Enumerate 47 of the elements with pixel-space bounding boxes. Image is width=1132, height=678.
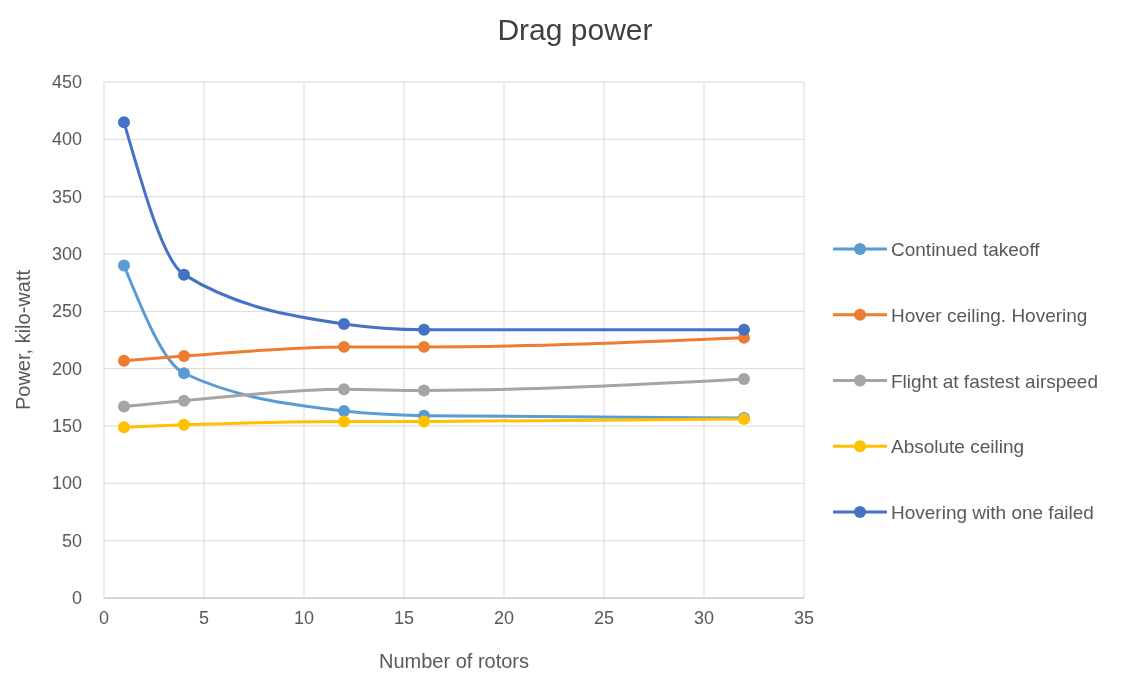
point (178, 350, 190, 363)
x-tick-label: 5 (198, 608, 210, 628)
x-tick-label: 35 (793, 608, 815, 628)
legend-label: Continued takeoff (891, 239, 1041, 260)
y-tick-label: 400 (51, 129, 82, 150)
legend-label: Hovering with one failed (891, 502, 1094, 523)
point (338, 415, 350, 428)
y-tick-label: 0 (71, 588, 82, 608)
point (418, 415, 430, 428)
x-tick-label: 25 (593, 608, 615, 628)
point (178, 367, 190, 380)
legend-label: Flight at fastest airspeed (891, 370, 1098, 392)
x-tick-label: 20 (493, 608, 515, 628)
y-tick-label: 450 (51, 72, 82, 92)
point (118, 116, 130, 129)
point (338, 317, 350, 330)
point (178, 418, 190, 431)
point (738, 372, 750, 385)
y-tick-label: 300 (51, 244, 82, 264)
point (338, 383, 350, 396)
point (738, 323, 750, 336)
y-tick-label: 50 (61, 530, 82, 551)
x-axis-title: Number of rotors (378, 650, 530, 672)
point (178, 394, 190, 407)
x-tick-label: 15 (393, 608, 415, 628)
x-tick-label: 30 (693, 608, 715, 628)
point (118, 259, 130, 272)
point (418, 340, 430, 353)
point (418, 384, 430, 397)
y-axis-title: Power, kilo-watt (12, 269, 34, 411)
y-tick-label: 350 (51, 186, 82, 207)
y-tick-label: 150 (51, 416, 82, 436)
y-tick-label: 250 (51, 301, 82, 322)
point (118, 354, 130, 367)
x-tick-label: 10 (293, 608, 315, 628)
point (418, 323, 430, 336)
point (338, 405, 350, 418)
chart-title: Drag power (497, 13, 653, 46)
y-tick-label: 100 (51, 473, 82, 494)
point (118, 400, 130, 413)
legend-label: Absolute ceiling (891, 436, 1025, 458)
x-tick-label: 0 (98, 608, 110, 628)
point (178, 268, 190, 281)
legend-label: Hover ceiling. Hovering (891, 304, 1088, 326)
point (118, 421, 130, 434)
y-tick-label: 200 (51, 358, 82, 379)
point (338, 340, 350, 353)
